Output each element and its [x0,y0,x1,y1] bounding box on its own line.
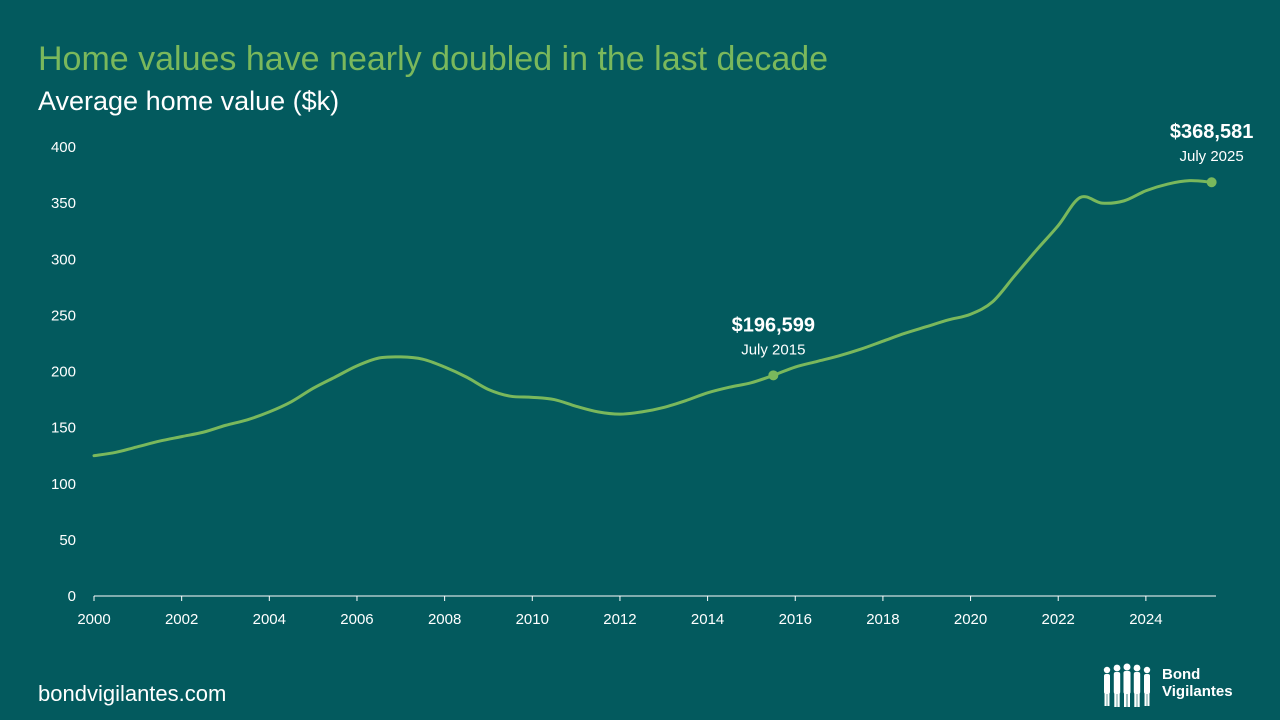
y-tick-label: 150 [51,420,76,437]
y-tick-label: 50 [59,532,76,549]
annotation-point [1206,177,1217,188]
annotation-label: July 2025 [1180,148,1244,165]
y-tick-label: 0 [68,588,76,605]
x-tick-label: 2014 [691,611,724,628]
y-tick-label: 400 [51,139,76,156]
annotation-value: $368,581 [1170,121,1253,143]
x-tick-label: 2004 [253,611,286,628]
annotation-point [768,370,779,381]
x-tick-label: 2022 [1042,611,1075,628]
annotation-value: $196,599 [732,314,815,336]
x-tick-label: 2006 [340,611,373,628]
x-tick-label: 2018 [866,611,899,628]
x-tick-label: 2008 [428,611,461,628]
logo-word-bond: Bond [1162,666,1201,683]
x-tick-label: 2002 [165,611,198,628]
x-tick-label: 2000 [77,611,110,628]
y-tick-label: 100 [51,476,76,493]
source-footer[interactable]: bondvigilantes.com [38,681,227,706]
chart-title: Home values have nearly doubled in the l… [38,40,829,78]
x-tick-label: 2020 [954,611,987,628]
x-tick-label: 2016 [779,611,812,628]
x-tick-label: 2024 [1129,611,1162,628]
home-value-line [92,179,1214,458]
y-tick-label: 250 [51,307,76,324]
x-tick-label: 2010 [516,611,549,628]
y-tick-label: 200 [51,364,76,381]
people-silhouette-icon [1103,663,1151,707]
y-tick-label: 350 [51,195,76,212]
logo-word-vigilantes: Vigilantes [1162,683,1233,700]
bond-vigilantes-logo: Bond Vigilantes [1100,662,1250,710]
y-tick-label: 300 [51,251,76,268]
x-tick-label: 2012 [603,611,636,628]
annotation-label: July 2015 [741,341,805,358]
chart-subtitle: Average home value ($k) [38,86,340,116]
